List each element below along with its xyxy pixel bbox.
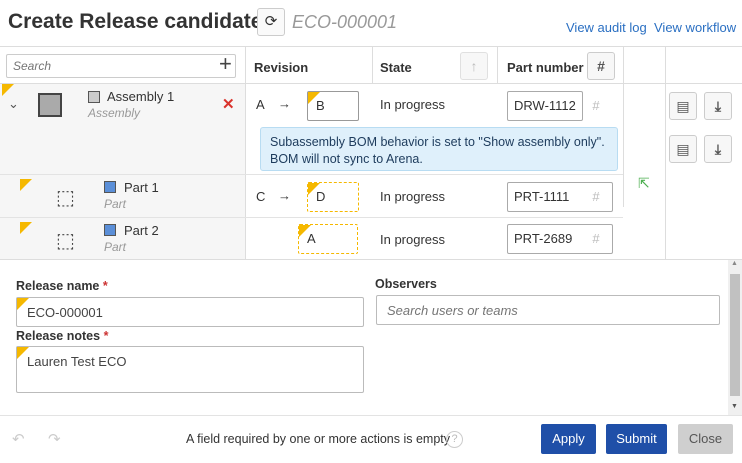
page-title: Create Release candidate [8,10,263,33]
item-type: Part [104,240,127,254]
undo-icon[interactable]: ↶ [12,431,25,448]
part-icon [104,181,116,193]
table-row[interactable]: ⬚ Part 2 Part A In progress PRT-2689 # [0,218,623,259]
item-type: Assembly [88,106,141,120]
refresh-button[interactable]: ⟳ [257,8,285,36]
item-name: Part 1 [124,180,159,195]
revision-from: A [256,97,265,112]
release-name-input[interactable]: ECO-000001 [16,297,364,327]
report-icon[interactable]: ▤ [669,135,697,163]
item-name: Assembly 1 [107,89,175,104]
redo-icon[interactable]: ↷ [48,431,61,448]
revision-input[interactable]: A [298,224,358,254]
hash-icon[interactable]: # [592,189,600,204]
part-thumbnail-icon: ⬚ [56,187,75,209]
table-row[interactable]: ⌄ Assembly 1 Assembly ✕ A → B In progres… [0,84,623,127]
release-notes-textarea[interactable]: Lauren Test ECO [16,346,364,393]
observers-label: Observers [375,277,437,291]
scrollbar[interactable]: ▲ ▼ [728,260,742,415]
state-value: In progress [380,97,446,112]
state-update-icon[interactable]: ↑ [460,52,488,80]
column-header-state: State [380,60,412,75]
view-audit-log-link[interactable]: View audit log [566,20,647,35]
release-notes-label: Release notes * [16,329,109,343]
state-value: In progress [380,189,446,204]
part-number-input[interactable]: DRW-1112 [507,91,583,121]
chevron-down-icon[interactable]: ⌄ [8,96,19,111]
part-icon [104,224,116,236]
table-row[interactable]: ⬚ Part 1 Part C → D In progress PRT-1111… [0,175,623,218]
info-message: Subassembly BOM behavior is set to "Show… [260,127,618,171]
view-workflow-link[interactable]: View workflow [654,20,737,35]
footer [0,415,742,463]
revision-from: C [256,189,266,204]
arrow-icon: → [278,96,291,111]
part-number-generate-icon[interactable]: # [587,52,615,80]
download-icon[interactable]: ⤓ [704,135,732,163]
part-thumbnail-icon: ⬚ [56,230,75,252]
revision-input[interactable]: D [307,182,359,212]
search-input[interactable] [6,54,236,78]
observers-search-input[interactable] [376,295,720,325]
refresh-icon: ⟳ [264,13,278,30]
release-name-label: Release name * [16,279,108,293]
arrow-icon: → [278,188,291,203]
open-external-icon[interactable]: ⇱ [638,175,650,191]
eco-id: ECO-000001 [292,12,398,32]
footer-message: A field required by one or more actions … [186,432,451,446]
close-button[interactable]: Close [678,424,733,454]
revision-input[interactable]: B [307,91,359,121]
submit-button[interactable]: Submit [606,424,667,454]
item-type: Part [104,197,127,211]
hash-icon[interactable]: # [592,98,600,113]
help-icon[interactable]: ? [446,431,463,448]
column-header-part-number: Part number [507,60,584,75]
state-value: In progress [380,232,446,247]
remove-icon[interactable]: ✕ [222,96,235,113]
assembly-icon [88,91,100,103]
download-icon[interactable]: ⤓ [704,92,732,120]
add-icon[interactable]: + [219,51,232,76]
bom-table: + Revision State ↑ Part number # ⌄ Assem… [0,46,742,260]
hash-icon[interactable]: # [592,231,600,246]
item-name: Part 2 [124,223,159,238]
part-number-input[interactable]: PRT-1111 [507,182,613,212]
apply-button[interactable]: Apply [541,424,596,454]
column-header-revision: Revision [254,60,309,75]
report-icon[interactable]: ▤ [669,92,697,120]
part-number-input[interactable]: PRT-2689 [507,224,613,254]
assembly-thumbnail-icon [38,93,62,117]
